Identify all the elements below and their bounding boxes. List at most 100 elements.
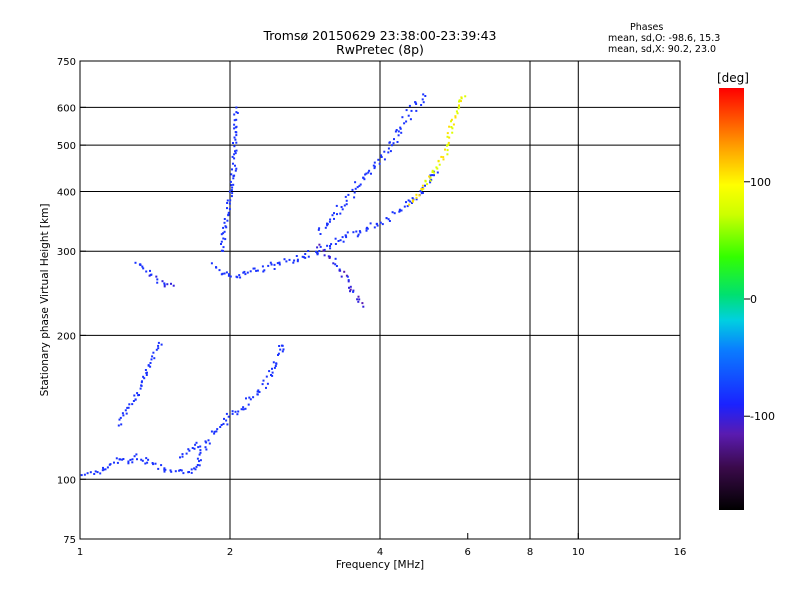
data-point [270,263,273,266]
data-point [149,274,152,276]
data-point [409,200,412,203]
data-point [235,106,238,109]
data-point [356,298,359,301]
data-point [362,176,365,179]
data-point [285,260,288,263]
data-point [222,422,225,425]
data-point [151,355,154,358]
data-point [235,125,238,128]
data-point [194,468,197,471]
data-point [359,231,362,234]
data-point [274,365,277,367]
data-point [318,227,321,230]
data-point [266,382,269,385]
data-point [337,240,340,242]
data-point [335,265,338,267]
data-point [411,200,414,203]
data-point [458,104,460,107]
data-point [328,257,331,259]
data-point [226,202,229,204]
data-point [304,253,307,255]
data-point [223,221,226,224]
data-point [178,469,181,472]
data-point [358,184,361,187]
colorbar-tick-label: -100 [750,410,775,423]
data-point [131,461,134,464]
data-point [223,218,226,220]
data-point [169,469,172,472]
data-point [230,184,233,187]
data-point [190,468,193,471]
data-point [377,158,380,161]
data-point [442,156,445,159]
data-point [205,441,208,444]
data-point [115,457,118,460]
data-point [301,255,304,258]
data-point [451,131,454,134]
data-point [393,212,396,215]
data-point [181,453,184,456]
data-point [225,226,228,229]
data-point [347,193,350,196]
data-point [437,160,440,163]
data-point [146,371,148,374]
data-point [368,169,371,172]
data-point [354,181,357,184]
data-point [376,224,379,227]
data-point [344,234,347,237]
data-point [249,270,252,273]
data-point [271,371,274,374]
data-point [420,104,423,106]
data-point [149,362,152,364]
data-point [273,366,276,369]
data-point [398,208,401,211]
data-point [424,184,426,187]
data-point [233,145,236,148]
data-point [232,162,234,165]
data-point [234,169,237,172]
data-point [353,196,356,199]
data-point [163,285,166,288]
data-point [136,458,138,461]
data-point [379,221,382,224]
phase-annotation-x: mean, sd,X: 90.2, 23.0 [608,44,717,55]
data-point [393,138,395,141]
data-point [347,280,350,283]
data-point [408,104,411,107]
data-point [145,374,148,376]
data-point [343,270,346,273]
data-point [231,412,234,415]
data-point [247,403,250,406]
data-point [215,266,218,269]
data-point [233,136,236,139]
data-point [239,276,242,279]
data-point [225,419,228,422]
data-point [235,167,238,170]
data-point [138,263,141,266]
data-point [446,135,449,138]
data-point [280,344,283,347]
data-point [269,261,272,264]
data-point [454,116,457,119]
data-point [354,187,357,190]
data-point [244,273,247,276]
data-point [271,367,273,370]
data-point [199,449,202,452]
data-point [429,174,432,177]
data-point [231,192,234,195]
data-point [455,110,458,113]
data-point [458,106,461,109]
data-point [187,448,190,451]
data-point [196,457,199,460]
data-point [378,162,381,165]
data-point [163,283,166,286]
data-point [222,237,225,240]
data-point [255,269,258,272]
data-point [328,220,331,223]
data-point [419,190,422,193]
data-point [318,250,321,252]
data-point [358,230,361,233]
data-point [346,275,349,278]
data-point [190,471,193,474]
data-point [142,375,145,378]
